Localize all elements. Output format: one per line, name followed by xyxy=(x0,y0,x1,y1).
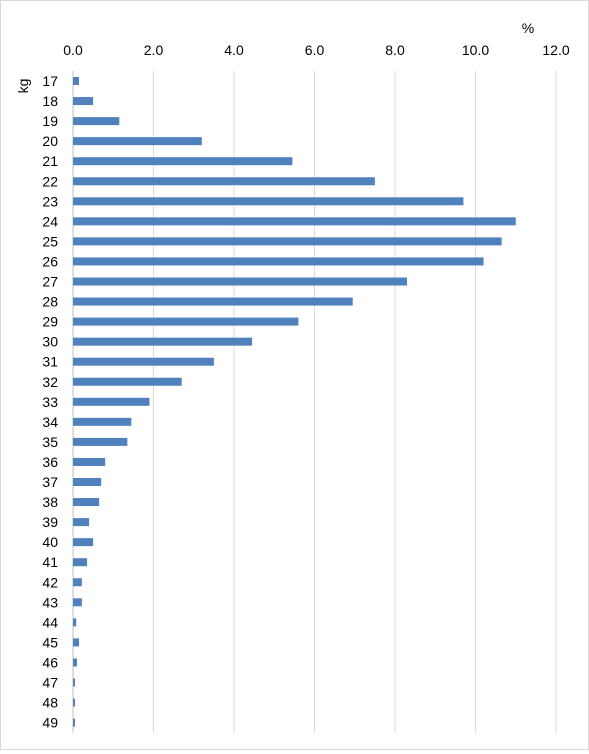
bar-47 xyxy=(73,678,76,687)
bar-23 xyxy=(73,197,464,206)
bar-26 xyxy=(73,257,484,266)
y-tick-label: 45 xyxy=(42,634,58,650)
bar-43 xyxy=(73,598,82,607)
bar-20 xyxy=(73,137,202,146)
x-tick-label: 2.0 xyxy=(144,42,164,58)
y-tick-label: 27 xyxy=(42,274,58,290)
bar-48 xyxy=(73,698,76,707)
bar-36 xyxy=(73,457,106,466)
y-tick-label: 19 xyxy=(42,113,58,129)
y-tick-label: 30 xyxy=(42,334,58,350)
x-tick-label: 8.0 xyxy=(385,42,405,58)
bar-27 xyxy=(73,277,408,286)
y-tick-label: 34 xyxy=(42,414,58,430)
y-tick-label: 42 xyxy=(42,574,58,590)
bar-38 xyxy=(73,498,100,507)
y-tick-label: 17 xyxy=(42,73,58,89)
y-tick-label: 44 xyxy=(42,614,58,630)
y-tick-label: 28 xyxy=(42,294,58,310)
y-tick-label: 39 xyxy=(42,514,58,530)
y-tick-label: 22 xyxy=(42,173,58,189)
bar-17 xyxy=(73,77,80,85)
y-tick-label: 32 xyxy=(42,374,58,390)
y-tick-label: 18 xyxy=(42,93,58,109)
bar-32 xyxy=(73,377,182,386)
y-tick-label: 35 xyxy=(42,434,58,450)
bars xyxy=(73,77,516,727)
bar-46 xyxy=(73,658,78,667)
y-tick-label: 49 xyxy=(42,715,58,731)
y-tick-label: 23 xyxy=(42,193,58,209)
y-tick-label: 38 xyxy=(42,494,58,510)
bar-28 xyxy=(73,297,353,306)
bar-49 xyxy=(73,718,76,727)
bar-35 xyxy=(73,437,128,446)
bar-39 xyxy=(73,518,90,527)
bar-25 xyxy=(73,237,502,246)
bar-18 xyxy=(73,97,94,106)
y-tick-label: 47 xyxy=(42,675,58,691)
bar-21 xyxy=(73,157,293,166)
bar-40 xyxy=(73,538,94,547)
x-tick-labels: 0.0 2.0 4.0 6.0 8.0 10.0 12.0 xyxy=(63,42,570,58)
x-tick-label: 6.0 xyxy=(305,42,325,58)
x-tick-label: 4.0 xyxy=(224,42,244,58)
bar-33 xyxy=(73,397,150,406)
y-tick-label: 40 xyxy=(42,534,58,550)
y-tick-label: 25 xyxy=(42,233,58,249)
bar-24 xyxy=(73,217,516,226)
bar-44 xyxy=(73,618,77,627)
category-axis-label: kg xyxy=(15,79,31,94)
y-tick-label: 31 xyxy=(42,354,58,370)
bar-31 xyxy=(73,357,214,366)
bar-29 xyxy=(73,317,299,326)
y-tick-label: 43 xyxy=(42,594,58,610)
y-tick-label: 20 xyxy=(42,133,58,149)
y-tick-label: 36 xyxy=(42,454,58,470)
bar-42 xyxy=(73,578,82,587)
bar-34 xyxy=(73,417,132,426)
y-tick-label: 26 xyxy=(42,253,58,269)
unit-label: % xyxy=(522,20,534,36)
bar-45 xyxy=(73,638,80,647)
bar-19 xyxy=(73,117,120,126)
x-tick-label: 10.0 xyxy=(462,42,489,58)
x-tick-label: 12.0 xyxy=(542,42,569,58)
y-tick-label: 37 xyxy=(42,474,58,490)
bar-22 xyxy=(73,177,375,186)
x-tick-label: 0.0 xyxy=(63,42,83,58)
y-tick-label: 29 xyxy=(42,314,58,330)
y-tick-label: 46 xyxy=(42,654,58,670)
bar-30 xyxy=(73,337,253,346)
bar-37 xyxy=(73,478,102,486)
y-tick-label: 33 xyxy=(42,394,58,410)
y-tick-label: 21 xyxy=(42,153,58,169)
y-tick-labels: 17 18 19 20 21 22 23 24 25 26 27 28 29 30 31 32 33 34 35 36… xyxy=(42,73,58,731)
bar-41 xyxy=(73,558,88,567)
y-tick-label: 41 xyxy=(42,554,58,570)
y-tick-label: 48 xyxy=(42,695,58,711)
y-tick-label: 24 xyxy=(42,213,58,229)
